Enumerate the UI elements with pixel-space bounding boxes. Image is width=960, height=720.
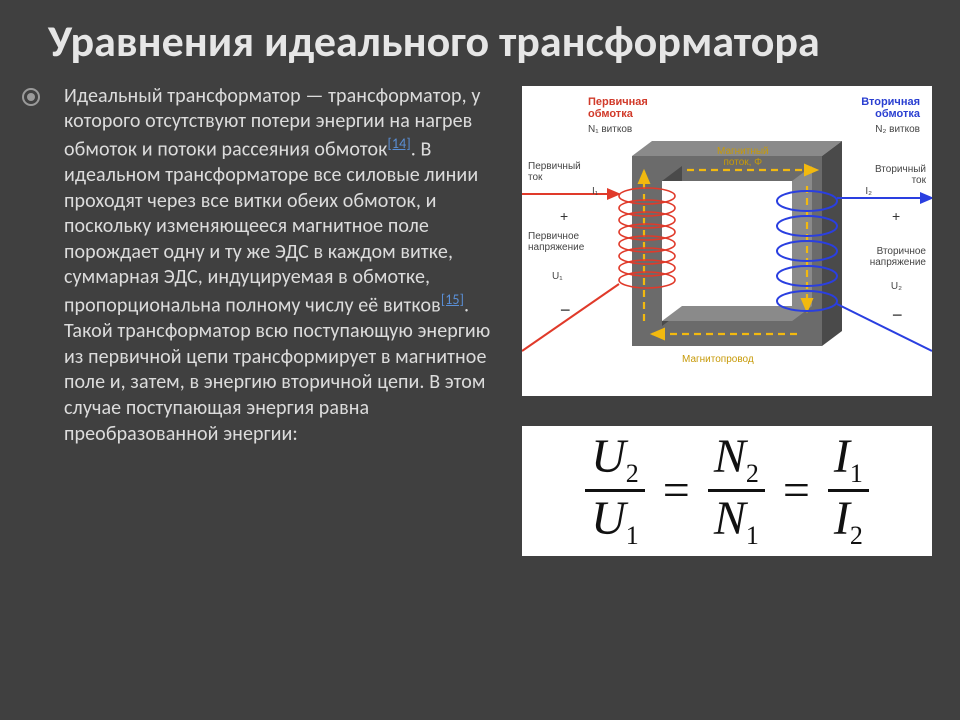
svg-text:+: + [560,208,568,224]
svg-text:−: − [892,305,903,325]
fraction-i: I1 I2 [822,432,875,550]
transformer-equation: U2 U1 = N2 N1 = I1 I2 [522,426,932,556]
label-u1: U₁ [552,271,563,283]
label-u2: U₂ [891,281,902,293]
label-core: Магнитопровод [682,354,754,366]
label-primary-voltage: Первичноенапряжение [528,231,584,254]
text-column: Идеальный трансформатор — трансформатор,… [60,84,502,556]
fraction-u: U2 U1 [579,432,651,550]
transformer-diagram: + − + − Первичнаяобмотка Вторичнаяобмотк… [522,86,932,396]
content-columns: Идеальный трансформатор — трансформатор,… [60,84,932,556]
label-i1: I₁ [592,186,598,198]
figure-column: + − + − Первичнаяобмотка Вторичнаяобмотк… [522,84,932,556]
label-secondary-winding: Вторичнаяобмотка [861,96,920,121]
citation-link-14[interactable]: [14] [388,135,411,152]
slide-title: Уравнения идеального трансформатора [48,18,932,66]
body-paragraph: Идеальный трансформатор — трансформатор,… [64,84,502,448]
body-part-2: . В идеальном трансформаторе все силовые… [64,137,478,317]
equals-2: = [771,463,822,518]
svg-text:−: − [560,300,571,320]
slide: Уравнения идеального трансформатора Идеа… [0,0,960,720]
fraction-n: N2 N1 [702,432,771,550]
citation-link-15[interactable]: [15] [441,291,464,308]
label-flux: Магнитныйпоток, Φ [717,146,769,169]
bullet-item: Идеальный трансформатор — трансформатор,… [60,84,502,448]
label-secondary-current: Вторичныйток [875,164,926,187]
label-i2: I₂ [865,186,872,198]
svg-text:+: + [892,208,900,224]
label-primary-winding: Первичнаяобмотка [588,96,648,121]
label-n2: N₂ витков [875,124,920,136]
equals-1: = [651,463,702,518]
label-primary-current: Первичныйток [528,161,581,184]
label-secondary-voltage: Вторичноенапряжение [870,246,926,269]
bullet-icon [22,88,40,106]
label-n1: N₁ витков [588,124,632,136]
